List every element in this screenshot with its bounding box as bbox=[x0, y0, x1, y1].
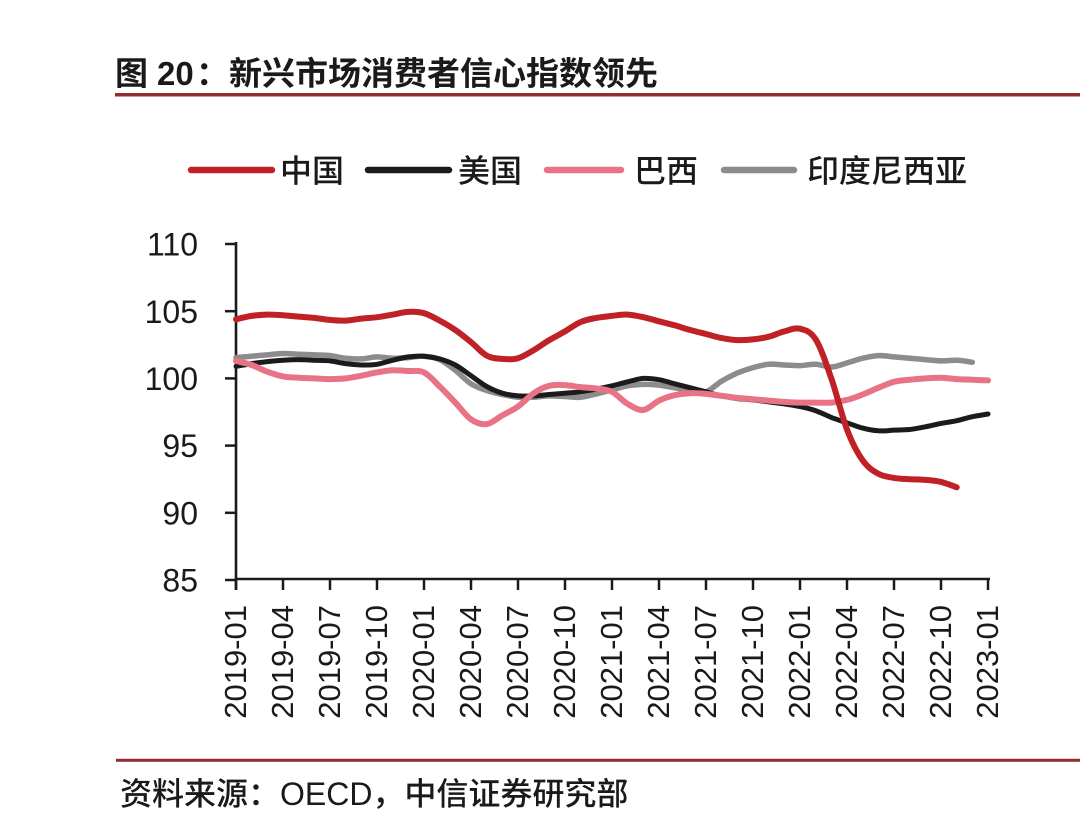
svg-text:2021-01: 2021-01 bbox=[594, 605, 629, 719]
svg-text:90: 90 bbox=[162, 495, 198, 531]
svg-text:2021-04: 2021-04 bbox=[641, 605, 676, 719]
svg-text:2020-07: 2020-07 bbox=[500, 605, 535, 719]
svg-text:2020-04: 2020-04 bbox=[453, 605, 488, 719]
svg-text:2021-10: 2021-10 bbox=[735, 605, 770, 719]
svg-text:110: 110 bbox=[147, 227, 198, 263]
svg-text:85: 85 bbox=[162, 563, 198, 599]
svg-text:95: 95 bbox=[162, 428, 198, 464]
svg-text:2020-01: 2020-01 bbox=[406, 605, 441, 719]
svg-text:OECD: OECD bbox=[280, 776, 372, 812]
svg-text:105: 105 bbox=[145, 294, 198, 330]
svg-text:2022-04: 2022-04 bbox=[829, 605, 864, 719]
svg-text:2022-10: 2022-10 bbox=[923, 605, 958, 719]
svg-text:2019-01: 2019-01 bbox=[218, 605, 253, 719]
svg-text:2023-01: 2023-01 bbox=[970, 605, 1005, 719]
svg-text:2019-07: 2019-07 bbox=[312, 605, 347, 719]
svg-text:20: 20 bbox=[157, 55, 194, 92]
svg-text:2019-04: 2019-04 bbox=[265, 605, 300, 719]
svg-text:2022-07: 2022-07 bbox=[876, 605, 911, 719]
svg-text:2019-10: 2019-10 bbox=[359, 605, 394, 719]
svg-text:100: 100 bbox=[145, 361, 198, 397]
svg-text:2020-10: 2020-10 bbox=[547, 605, 582, 719]
svg-text:2022-01: 2022-01 bbox=[782, 605, 817, 719]
svg-text:2021-07: 2021-07 bbox=[688, 605, 723, 719]
